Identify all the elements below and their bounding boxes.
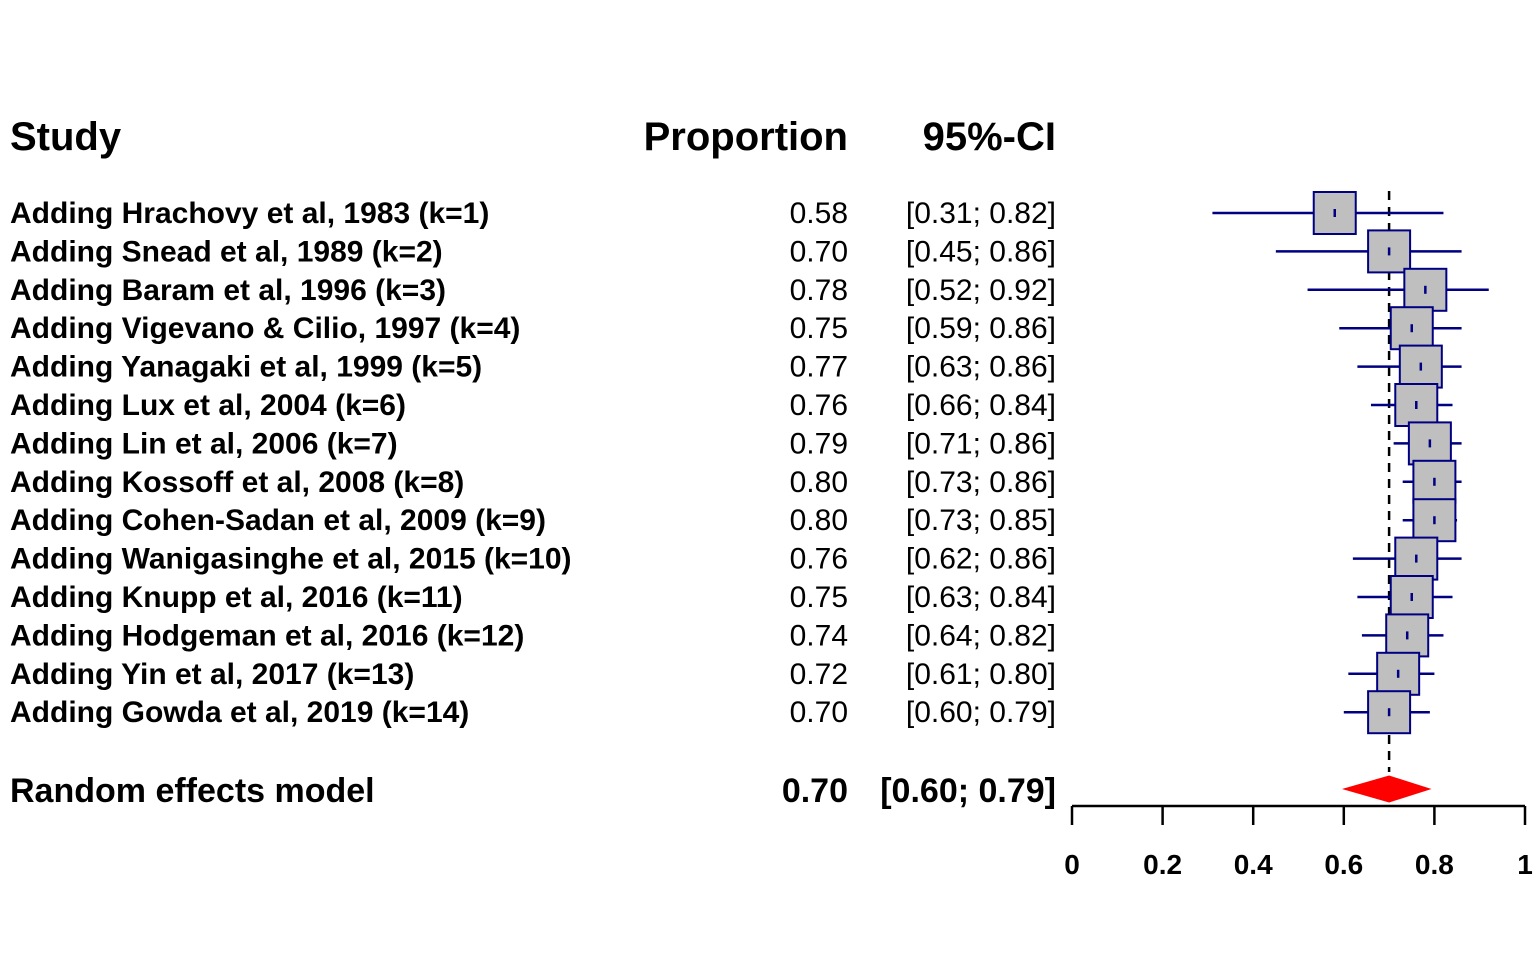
pooled-label: Random effects model: [10, 772, 375, 810]
study-estimate: 0.70: [790, 235, 848, 268]
study-label: Adding Lin et al, 2006 (k=7): [10, 427, 398, 460]
study-estimate: 0.70: [790, 696, 848, 729]
study-rows: Adding Hrachovy et al, 1983 (k=1) 0.58 [0.…: [10, 197, 1056, 729]
header-study: Study: [10, 115, 122, 159]
x-tick-label: 1: [1517, 849, 1533, 880]
study-ci: [0.66; 0.84]: [906, 389, 1056, 422]
study-estimate: 0.80: [790, 466, 848, 499]
study-label: Adding Yanagaki et al, 1999 (k=5): [10, 351, 482, 384]
pooled-diamond: [1341, 775, 1432, 803]
study-box: [1389, 306, 1434, 351]
x-axis: 0 0.2 0.4 0.6 0.8 1: [1064, 804, 1533, 880]
study-ci: [0.73; 0.85]: [906, 504, 1056, 537]
study-estimate: 0.75: [790, 312, 848, 345]
study-ci: [0.61; 0.80]: [906, 658, 1056, 691]
pooled-ci: [0.60; 0.79]: [880, 772, 1056, 810]
study-label: Adding Gowda et al, 2019 (k=14): [10, 696, 469, 729]
study-label: Adding Yin et al, 2017 (k=13): [10, 658, 414, 691]
study-label: Adding Hodgeman et al, 2016 (k=12): [10, 619, 524, 652]
header-proportion: Proportion: [644, 115, 848, 159]
x-tick-label: 0.6: [1324, 849, 1363, 880]
study-label: Adding Vigevano & Cilio, 1997 (k=4): [10, 312, 520, 345]
study-ci: [0.60; 0.79]: [906, 696, 1056, 729]
plot-area: [1212, 191, 1489, 772]
study-ci: [0.71; 0.86]: [906, 427, 1056, 460]
study-label: Adding Baram et al, 1996 (k=3): [10, 274, 446, 307]
study-estimate: 0.78: [790, 274, 848, 307]
study-ci: [0.52; 0.92]: [906, 274, 1056, 307]
study-estimate: 0.74: [790, 619, 848, 652]
study-ci: [0.59; 0.86]: [906, 312, 1056, 345]
header-row: Study Proportion 95%-CI: [10, 115, 1056, 159]
study-ci: [0.63; 0.86]: [906, 351, 1056, 384]
study-label: Adding Wanigasinghe et al, 2015 (k=10): [10, 543, 572, 576]
study-ci: [0.64; 0.82]: [906, 619, 1056, 652]
x-tick-label: 0: [1064, 849, 1080, 880]
x-tick-label: 0.2: [1143, 849, 1182, 880]
study-label: Adding Lux et al, 2004 (k=6): [10, 389, 406, 422]
pooled-estimate: 0.70: [782, 772, 848, 810]
study-estimate: 0.79: [790, 427, 848, 460]
study-estimate: 0.77: [790, 351, 848, 384]
study-estimate: 0.72: [790, 658, 848, 691]
study-label: Adding Hrachovy et al, 1983 (k=1): [10, 197, 489, 230]
study-box: [1407, 421, 1452, 466]
study-ci: [0.73; 0.86]: [906, 466, 1056, 499]
study-estimate: 0.75: [790, 581, 848, 614]
pooled-row: Random effects model 0.70 [0.60; 0.79]: [10, 772, 1432, 810]
study-ci: [0.45; 0.86]: [906, 235, 1056, 268]
study-estimate: 0.76: [790, 543, 848, 576]
study-label: Adding Snead et al, 1989 (k=2): [10, 235, 443, 268]
study-label: Adding Cohen-Sadan et al, 2009 (k=9): [10, 504, 546, 537]
study-ci: [0.63; 0.84]: [906, 581, 1056, 614]
study-estimate: 0.80: [790, 504, 848, 537]
study-estimate: 0.58: [790, 197, 848, 230]
study-ci: [0.62; 0.86]: [906, 543, 1056, 576]
study-ci: [0.31; 0.82]: [906, 197, 1056, 230]
x-tick-label: 0.8: [1415, 849, 1454, 880]
study-label: Adding Knupp et al, 2016 (k=11): [10, 581, 463, 614]
header-ci: 95%-CI: [923, 115, 1056, 159]
x-tick-label: 0.4: [1234, 849, 1273, 880]
study-estimate: 0.76: [790, 389, 848, 422]
study-label: Adding Kossoff et al, 2008 (k=8): [10, 466, 464, 499]
